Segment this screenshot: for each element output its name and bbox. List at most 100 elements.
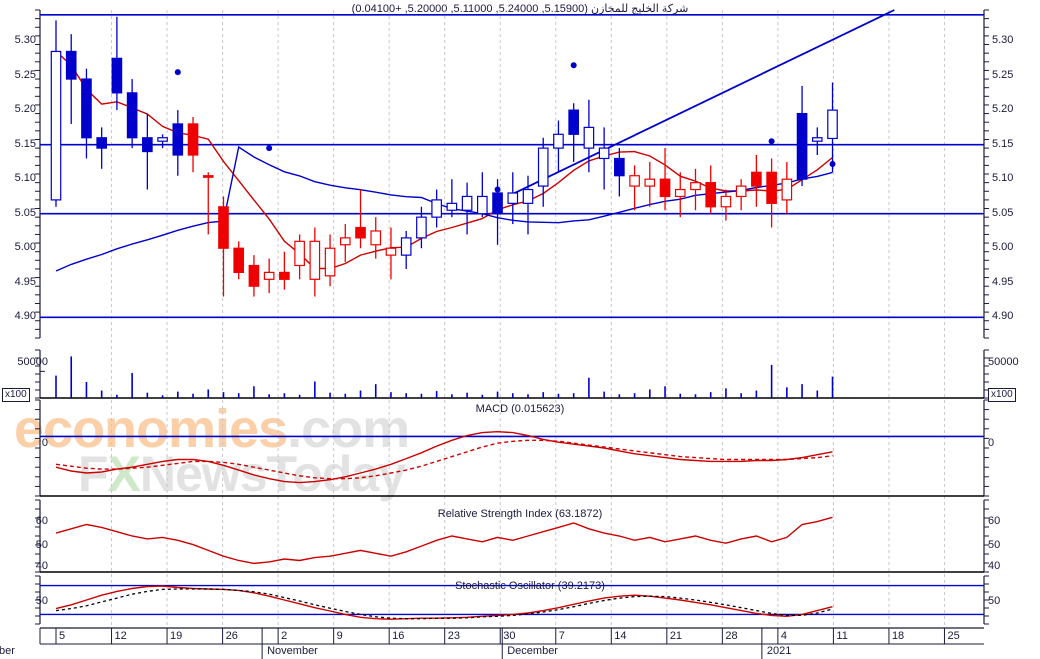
price-tick-right-5.05: 5.05 [992,206,1014,219]
trendline [511,9,895,196]
candle-body [674,188,686,198]
candle-body [522,188,534,204]
candle-body [81,78,92,139]
date-tick: 7 [558,630,565,642]
candle-body [492,192,503,215]
rsi-tick-50-right: 50 [988,539,1001,551]
candle-body [339,237,351,246]
price-tick-left-5.25: 5.25 [14,68,36,81]
candle-body [690,182,701,191]
volume-multiplier-right: x100 [988,388,1016,402]
date-tick: 5 [59,630,66,642]
date-tick: 11 [836,630,848,642]
macd-signal-line [55,439,833,480]
rsi-tick-40-left: 40 [35,560,48,572]
price-marker-dot [570,62,577,69]
month-tick: December [507,645,558,657]
rsi-line [55,516,833,565]
month-tick: November [267,645,318,657]
price-tick-left-5.00: 5.00 [14,241,36,254]
volume-tick-left: 50000 [17,356,48,368]
price-marker-dot [266,145,273,152]
date-tick: 9 [336,630,343,642]
candle-body [598,147,610,160]
candle-body [614,157,625,177]
candle-body [827,109,838,140]
price-marker-dot [829,160,836,167]
fast-ma-line [55,50,833,270]
candle-body [355,226,366,239]
candle-body [446,202,458,211]
price-tick-left-5.05: 5.05 [14,206,36,219]
candle-body [385,247,397,256]
rsi-panel-label: Relative Strength Index (63.1872) [437,508,603,520]
candle-body [202,175,214,178]
volume-multiplier-left: x100 [2,388,30,402]
stochastic-tick-right: 50 [988,595,1001,607]
candle-body [126,92,138,139]
candle-body [142,137,153,153]
price-marker-dot [494,186,501,193]
month-tick: 2021 [766,645,792,657]
candle-body [781,178,793,201]
candle-body [324,247,336,277]
price-tick-right-4.90: 4.90 [992,310,1014,323]
price-tick-left-5.30: 5.30 [14,34,36,47]
date-tick: 25 [947,630,960,642]
macd-tick-left: 0 [41,437,48,449]
date-tick: 21 [669,630,683,642]
candle-body [400,237,412,256]
macd-panel-label: MACD (0.015623) [475,403,565,415]
candle-body [187,123,199,156]
candle-body [431,199,442,218]
candle-body [461,195,473,211]
candle-body [720,195,732,208]
candle-body [735,185,747,198]
candle-body [629,175,640,187]
stochastic-d-line [55,588,833,620]
date-tick: 14 [614,630,627,642]
price-tick-left-5.10: 5.10 [14,172,36,185]
rsi-tick-60-left: 60 [35,515,48,527]
candle-body [218,206,229,249]
date-tick: 16 [392,630,405,642]
candle-body [568,109,579,135]
candle-body [751,171,762,187]
stochastic-k-line [55,585,833,620]
volume-tick-right: 50000 [988,356,1019,368]
price-marker-dot [768,138,775,145]
candle-body [96,137,107,149]
candle-body [50,50,62,201]
candle-body [811,137,823,142]
date-tick: 12 [114,630,127,642]
candle-body [65,50,77,80]
slow-ma-line [55,145,833,272]
price-tick-left-4.90: 4.90 [14,310,36,323]
chart-title: شركة الخليج للمخازن (5.15900, 5.24000, 5… [351,3,689,15]
candle-body [233,247,245,274]
date-tick: 4 [780,630,787,642]
price-tick-right-5.25: 5.25 [992,68,1014,81]
candle-body [248,264,260,287]
candle-body [644,178,656,187]
candle-body [263,271,275,280]
candle-body [705,182,717,208]
rsi-tick-60-right: 60 [988,515,1001,527]
candle-body [370,230,382,246]
price-tick-right-5.10: 5.10 [992,172,1014,185]
candle-body [583,126,595,149]
candle-body [157,137,168,142]
stochastic-panel-label: Stochastic Oscillator (39.2173) [455,580,605,592]
price-tick-left-5.15: 5.15 [14,137,36,150]
candle-body [796,112,808,180]
price-tick-right-4.95: 4.95 [992,275,1014,288]
candle-body [111,57,123,94]
price-tick-right-5.20: 5.20 [992,103,1014,116]
candle-body [507,192,519,204]
candle-body [416,216,427,239]
candle-body [477,195,488,215]
price-tick-left-5.20: 5.20 [14,103,36,116]
candle-body [537,147,549,187]
